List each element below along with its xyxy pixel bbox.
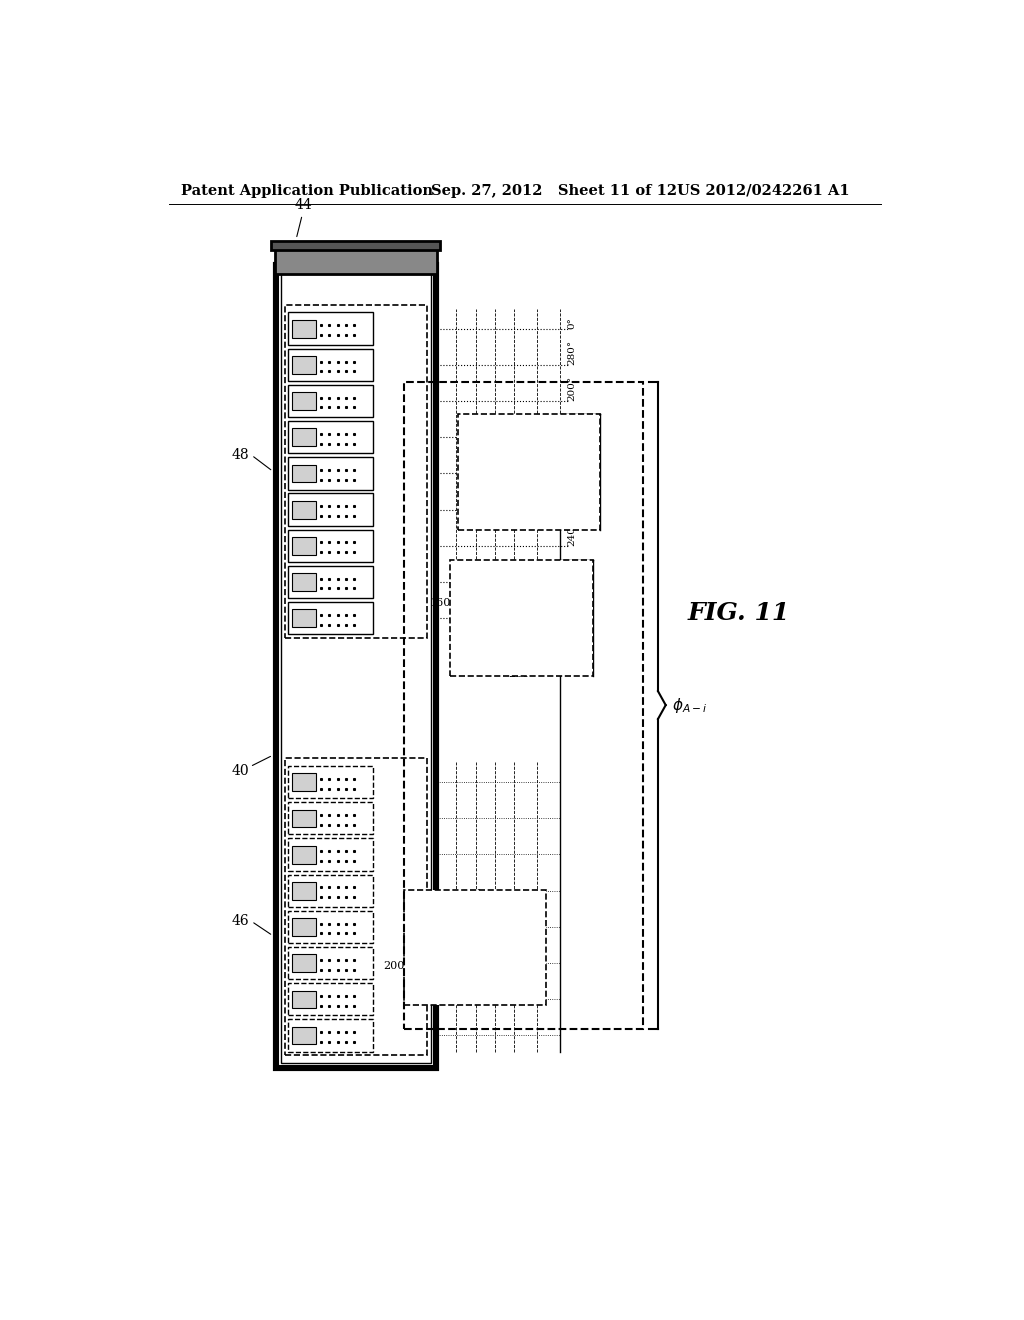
Bar [289, 313, 373, 345]
Bar [285, 758, 427, 1056]
Bar [451, 561, 593, 676]
Bar [289, 838, 373, 871]
Bar [289, 946, 373, 979]
Bar [292, 990, 315, 1008]
Bar [292, 392, 315, 411]
Text: 200°: 200° [567, 376, 577, 401]
Bar [403, 890, 547, 1006]
Bar [292, 465, 315, 482]
Bar [274, 264, 437, 1069]
Text: 46: 46 [231, 915, 250, 928]
Text: 49: 49 [489, 519, 508, 533]
Bar [292, 319, 315, 338]
Bar [292, 500, 315, 519]
Bar [289, 911, 373, 942]
Bar [289, 602, 373, 635]
Text: 240°: 240° [459, 516, 485, 525]
Bar [289, 348, 373, 381]
Text: 160°: 160° [430, 598, 457, 607]
Bar [289, 766, 373, 799]
Text: 240°: 240° [567, 520, 577, 545]
Bar [292, 809, 315, 828]
Bar [292, 774, 315, 791]
Bar [292, 919, 315, 936]
Bar [289, 457, 373, 490]
Bar [292, 429, 315, 446]
Bar [271, 240, 440, 249]
Text: $\phi_{A-i}$: $\phi_{A-i}$ [672, 696, 708, 714]
Text: 44: 44 [295, 198, 312, 211]
Text: 320°: 320° [567, 484, 577, 510]
Text: 0°: 0° [567, 317, 577, 329]
Bar [285, 305, 427, 638]
Bar [292, 573, 315, 591]
Bar [289, 421, 373, 453]
Bar [292, 954, 315, 972]
Bar [292, 610, 315, 627]
Bar [289, 983, 373, 1015]
Text: 200°: 200° [384, 961, 411, 972]
Bar [274, 247, 437, 275]
Text: 40°: 40° [567, 455, 577, 474]
Text: FIG. 11: FIG. 11 [688, 601, 790, 624]
Bar [289, 529, 373, 562]
Text: 40: 40 [231, 763, 250, 777]
Text: 280°: 280° [508, 669, 536, 678]
Bar [281, 271, 431, 1063]
Text: 120°: 120° [459, 429, 485, 438]
Bar [289, 803, 373, 834]
Text: 80°: 80° [462, 890, 481, 900]
Bar [292, 537, 315, 554]
Text: 120°: 120° [567, 412, 577, 437]
Bar [292, 846, 315, 863]
Bar [289, 1019, 373, 1052]
Bar [289, 385, 373, 417]
Bar [289, 875, 373, 907]
Text: Patent Application Publication: Patent Application Publication [180, 183, 432, 198]
Bar [289, 494, 373, 525]
Text: Sep. 27, 2012   Sheet 11 of 12: Sep. 27, 2012 Sheet 11 of 12 [431, 183, 677, 198]
Text: 320°: 320° [489, 975, 516, 985]
Bar [292, 1027, 315, 1044]
Bar [458, 414, 600, 529]
Text: 160°: 160° [567, 557, 577, 582]
Bar [403, 381, 643, 1028]
Bar [289, 566, 373, 598]
Bar [292, 882, 315, 900]
Text: 40°: 40° [536, 583, 555, 594]
Text: 48: 48 [231, 447, 250, 462]
Text: 280°: 280° [567, 339, 577, 364]
Bar [292, 356, 315, 374]
Text: US 2012/0242261 A1: US 2012/0242261 A1 [677, 183, 850, 198]
Bar [278, 267, 434, 1067]
Text: 80°: 80° [567, 599, 577, 618]
Text: 0°: 0° [553, 473, 565, 482]
